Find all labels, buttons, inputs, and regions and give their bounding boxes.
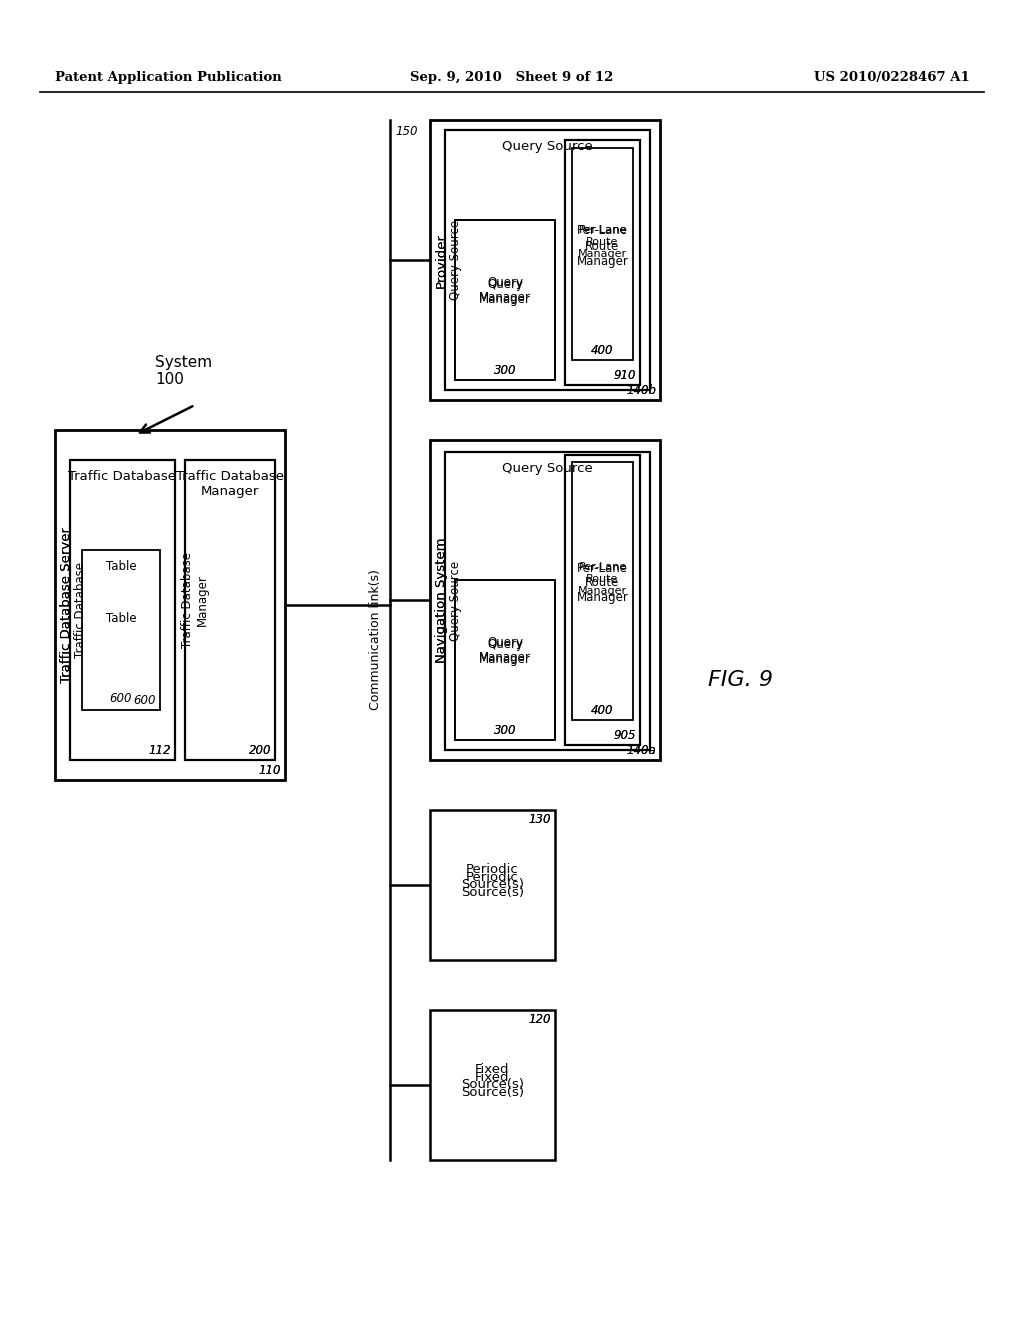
Text: Query Source: Query Source [502,462,593,475]
Text: Fixed
Source(s): Fixed Source(s) [461,1063,524,1092]
Bar [445,129,650,389]
Text: 140b: 140b [626,384,656,397]
Text: Query
Manager: Query Manager [479,276,530,304]
Bar [572,462,633,719]
Text: 120: 120 [528,1012,551,1026]
Text: Communication link(s): Communication link(s) [369,569,382,710]
Text: 140b: 140b [626,384,656,397]
Text: 200: 200 [249,744,271,756]
Text: 200: 200 [249,744,271,756]
Text: Navigation System: Navigation System [434,537,447,663]
Text: Query Source: Query Source [449,561,462,642]
Text: 300: 300 [494,364,516,378]
Bar [430,810,555,960]
Text: Periodic
Source(s): Periodic Source(s) [461,863,524,891]
Text: Query
Manager: Query Manager [479,636,530,664]
Text: 112: 112 [148,744,171,756]
Text: 600: 600 [110,692,132,705]
Text: Sep. 9, 2010   Sheet 9 of 12: Sep. 9, 2010 Sheet 9 of 12 [411,71,613,84]
Text: 905: 905 [613,729,636,742]
Text: Per-Lane
Route
Manager: Per-Lane Route Manager [578,562,627,595]
Text: Query Source: Query Source [449,220,462,300]
Text: Query Source: Query Source [502,140,593,153]
Text: Traffic Database
Manager: Traffic Database Manager [176,470,284,498]
Text: Traffic Database: Traffic Database [74,562,86,657]
Text: 400: 400 [591,704,613,717]
Bar [445,451,650,750]
Text: 300: 300 [494,723,516,737]
Text: 600: 600 [133,694,156,708]
Text: Query
Manager: Query Manager [479,279,530,306]
Text: Traffic Database: Traffic Database [69,470,176,483]
Bar [430,120,660,400]
Text: 910: 910 [613,370,636,381]
Text: 150: 150 [395,125,418,139]
Text: 140a: 140a [627,744,656,756]
Bar [455,579,555,741]
Text: Fixed
Source(s): Fixed Source(s) [461,1071,524,1100]
Text: 400: 400 [591,345,613,356]
Bar [185,459,275,760]
Text: Periodic
Source(s): Periodic Source(s) [461,871,524,899]
Bar [55,430,285,780]
Text: 120: 120 [528,1012,551,1026]
Text: Traffic Database Server: Traffic Database Server [59,527,73,682]
Text: US 2010/0228467 A1: US 2010/0228467 A1 [814,71,970,84]
Text: 110: 110 [258,764,281,777]
Text: FIG. 9: FIG. 9 [708,671,772,690]
Text: 910: 910 [613,370,636,381]
Text: 300: 300 [494,723,516,737]
Bar [572,148,633,360]
Bar [565,455,640,744]
Text: Table: Table [105,611,136,624]
Text: Provider: Provider [434,232,447,288]
Bar [70,459,175,760]
Bar [82,550,160,710]
Text: 112: 112 [148,744,171,756]
Bar [430,440,660,760]
Text: 130: 130 [528,813,551,826]
Text: Traffic Database
Manager: Traffic Database Manager [181,552,209,648]
Text: Traffic Database Server: Traffic Database Server [59,527,73,682]
Text: 140a: 140a [627,744,656,756]
Bar [430,1010,555,1160]
Text: 130: 130 [528,813,551,826]
Text: Navigation System: Navigation System [434,537,447,663]
Text: Per-Lane
Route
Manager: Per-Lane Route Manager [578,226,627,259]
Bar [565,140,640,385]
Text: 400: 400 [591,345,613,356]
Text: Provider: Provider [434,232,447,288]
Text: 400: 400 [591,704,613,717]
Text: Per-Lane
Route
Manager: Per-Lane Route Manager [577,224,629,268]
Text: 300: 300 [494,364,516,378]
Text: Table: Table [105,560,136,573]
Text: System
100: System 100 [155,355,212,387]
Text: 905: 905 [613,729,636,742]
Text: Per-Lane
Route
Manager: Per-Lane Route Manager [577,561,629,605]
Text: Query
Manager: Query Manager [479,638,530,667]
Bar [455,220,555,380]
Text: 110: 110 [258,764,281,777]
Text: Patent Application Publication: Patent Application Publication [55,71,282,84]
